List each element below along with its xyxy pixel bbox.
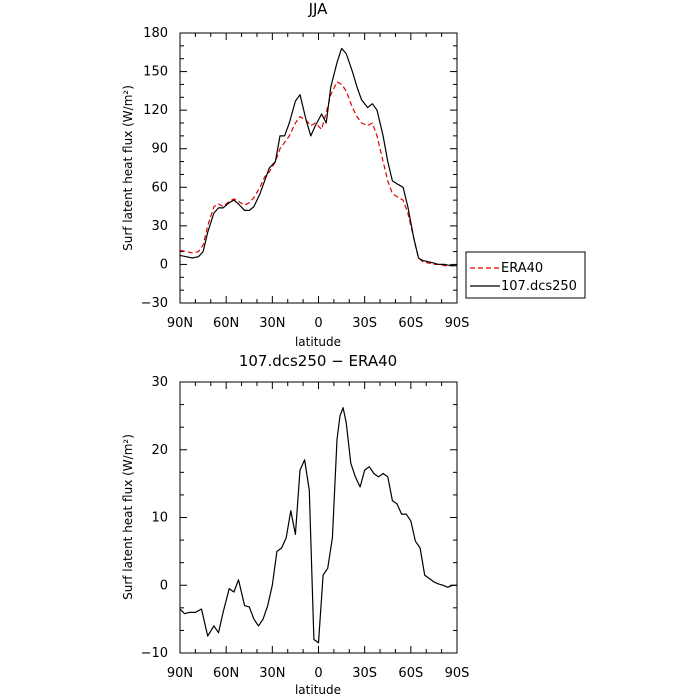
- chart-top-ylabel: Surf latent heat flux (W/m²): [121, 85, 135, 251]
- legend-box: [465, 251, 586, 299]
- chart-bottom-ytick-label: 20: [151, 443, 168, 458]
- chart-top-panel: JJA −30 0 30 60 90 120 150 180 90N 60N 30N 0 30S 60S…: [121, 0, 469, 349]
- legend-label-dcs250: 107.dcs250: [501, 279, 577, 294]
- chart-top-ytick-label: 150: [143, 65, 168, 80]
- chart-top-xtick-label: 60N: [213, 316, 239, 331]
- chart-top-ytick-label: 90: [151, 142, 168, 157]
- chart-bottom-xlabel: latitude: [295, 683, 341, 697]
- chart-top-series-layer: [179, 47, 457, 267]
- chart-bottom-plot-frame: [179, 381, 458, 654]
- chart-top-xtick-label: 30N: [259, 316, 285, 331]
- chart-bottom-panel: 107.dcs250 − ERA40 −10 0 10 20 30 90N 60N 30N 0…: [121, 352, 469, 697]
- chart-bottom-xtick-label: 60S: [398, 666, 423, 681]
- legend: ERA40 107.dcs250: [465, 251, 586, 299]
- chart-top-title: JJA: [308, 0, 329, 18]
- chart-top-ytick-label: −30: [141, 296, 168, 311]
- chart-bottom-xtick-label: 90S: [445, 666, 470, 681]
- chart-top-xtick-label: 90N: [167, 316, 193, 331]
- chart-bottom-ytick-label: 0: [160, 578, 168, 593]
- chart-top-x-axis: 90N 60N 30N 0 30S 60S 90S: [167, 33, 470, 331]
- chart-top-ytick-label: 0: [160, 257, 168, 272]
- chart-bottom-ytick-label: 30: [151, 375, 168, 390]
- chart-bottom-xtick-label: 0: [314, 666, 322, 681]
- chart-top-xtick-label: 90S: [445, 316, 470, 331]
- chart-bottom-x-axis: 90N 60N 30N 0 30S 60S 90S: [167, 382, 470, 681]
- chart-top-ytick-label: 30: [151, 219, 168, 234]
- chart-top-xtick-label: 60S: [398, 316, 423, 331]
- chart-top-xtick-label: 30S: [352, 316, 377, 331]
- chart-top-series-line-era40: [179, 81, 457, 267]
- chart-bottom-ylabel: Surf latent heat flux (W/m²): [121, 434, 135, 600]
- chart-bottom-xtick-label: 90N: [167, 666, 193, 681]
- chart-top-ytick-label: 180: [143, 26, 168, 41]
- chart-bottom-y-axis: −10 0 10 20 30: [141, 375, 457, 661]
- chart-bottom-xtick-label: 30S: [352, 666, 377, 681]
- chart-top-ytick-label: 120: [143, 103, 168, 118]
- chart-bottom-xtick-label: 30N: [259, 666, 285, 681]
- chart-top-plot-frame: [179, 32, 458, 304]
- chart-bottom-title: 107.dcs250 − ERA40: [239, 352, 397, 370]
- chart-top-y-axis: −30 0 30 60 90 120 150 180: [141, 26, 457, 311]
- chart-bottom-xtick-label: 60N: [213, 666, 239, 681]
- legend-label-era40: ERA40: [501, 261, 543, 276]
- chart-top-series-line-107-dcs250: [179, 47, 457, 267]
- chart-top-xtick-label: 0: [314, 316, 322, 331]
- chart-bottom-ytick-label: 10: [151, 511, 168, 526]
- chart-bottom-series-line-diff: [179, 407, 457, 644]
- chart-bottom-series-layer: [179, 407, 457, 644]
- chart-top-xlabel: latitude: [295, 335, 341, 349]
- chart-top-ytick-label: 60: [151, 180, 168, 195]
- chart-bottom-ytick-label: −10: [141, 646, 168, 661]
